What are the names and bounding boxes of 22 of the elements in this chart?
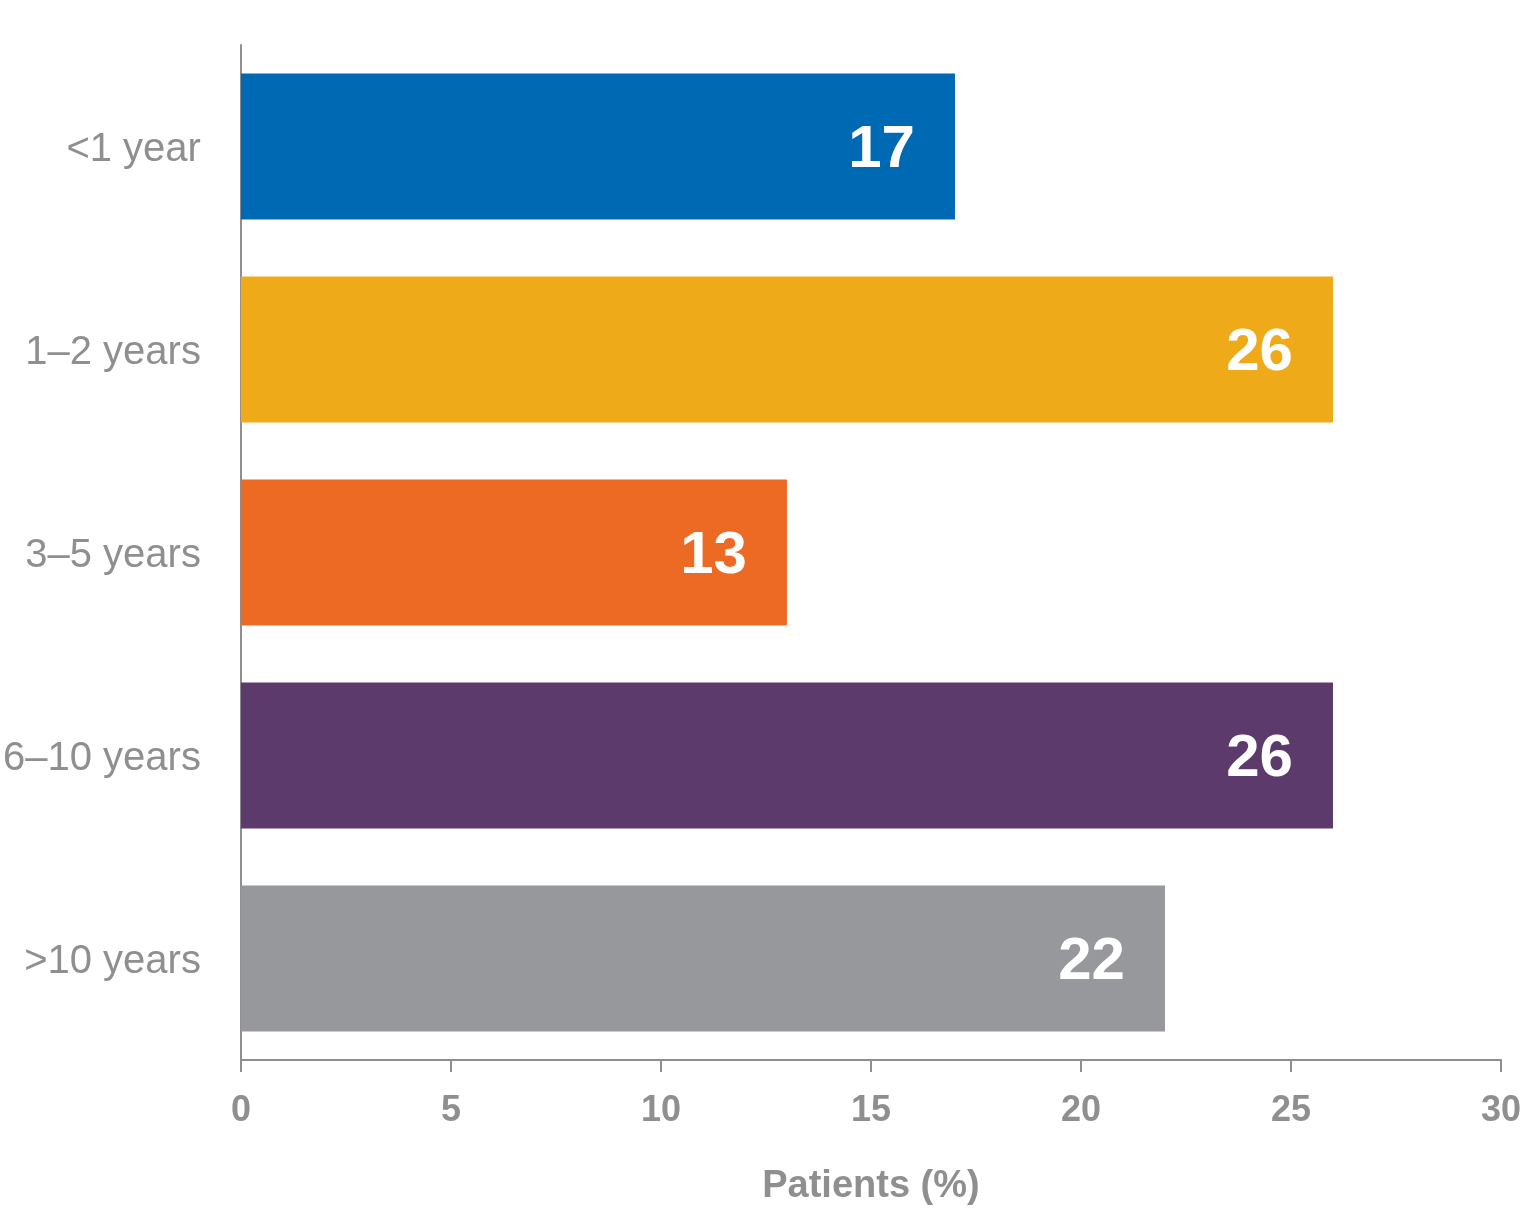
y-tick-label: <1 year xyxy=(66,124,201,169)
data-label: 22 xyxy=(1058,925,1125,992)
y-tick-label: 6–10 years xyxy=(2,733,201,778)
data-label: 26 xyxy=(1226,316,1293,383)
bar xyxy=(240,682,1333,829)
x-tick-label: 15 xyxy=(850,1087,891,1129)
bar xyxy=(240,73,955,220)
x-tick-label: 30 xyxy=(1480,1087,1522,1129)
x-tick-label: 10 xyxy=(640,1087,681,1129)
x-tick-label: 25 xyxy=(1270,1087,1312,1129)
y-tick-label: >10 years xyxy=(24,936,201,981)
bar xyxy=(240,479,787,626)
y-tick-label: 1–2 years xyxy=(25,327,201,372)
data-label: 13 xyxy=(680,519,747,586)
x-tick-label: 20 xyxy=(1060,1087,1101,1129)
x-axis-title: Patients (%) xyxy=(762,1163,980,1205)
y-tick-label: 3–5 years xyxy=(25,530,201,575)
data-label: 17 xyxy=(848,113,915,180)
data-label: 26 xyxy=(1226,722,1293,789)
bar xyxy=(240,276,1333,423)
x-tick-label: 0 xyxy=(230,1087,251,1129)
x-tick-label: 5 xyxy=(440,1087,461,1129)
